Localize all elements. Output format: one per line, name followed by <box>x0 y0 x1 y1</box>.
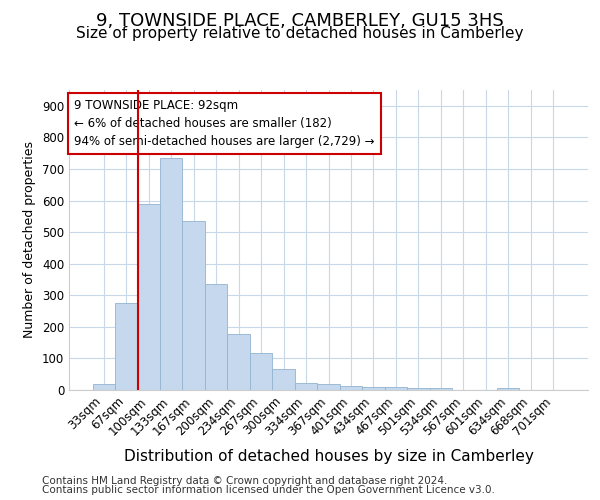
Bar <box>92 384 115 390</box>
Text: Size of property relative to detached houses in Camberley: Size of property relative to detached ho… <box>76 26 524 41</box>
Bar <box>115 303 137 390</box>
Text: Contains HM Land Registry data © Crown copyright and database right 2024.: Contains HM Land Registry data © Crown c… <box>42 476 448 486</box>
Bar <box>250 352 272 390</box>
Bar <box>205 284 227 390</box>
Y-axis label: Number of detached properties: Number of detached properties <box>23 142 37 338</box>
Bar <box>160 158 182 390</box>
Text: Contains public sector information licensed under the Open Government Licence v3: Contains public sector information licen… <box>42 485 495 495</box>
Bar <box>137 204 160 390</box>
X-axis label: Distribution of detached houses by size in Camberley: Distribution of detached houses by size … <box>124 449 533 464</box>
Bar <box>430 388 452 390</box>
Bar <box>362 388 385 390</box>
Bar <box>182 221 205 390</box>
Bar <box>497 388 520 390</box>
Bar <box>340 386 362 390</box>
Bar <box>227 334 250 390</box>
Bar <box>317 384 340 390</box>
Bar <box>295 383 317 390</box>
Text: 9 TOWNSIDE PLACE: 92sqm
← 6% of detached houses are smaller (182)
94% of semi-de: 9 TOWNSIDE PLACE: 92sqm ← 6% of detached… <box>74 99 374 148</box>
Bar <box>385 388 407 390</box>
Bar <box>272 368 295 390</box>
Text: 9, TOWNSIDE PLACE, CAMBERLEY, GU15 3HS: 9, TOWNSIDE PLACE, CAMBERLEY, GU15 3HS <box>96 12 504 30</box>
Bar <box>407 388 430 390</box>
